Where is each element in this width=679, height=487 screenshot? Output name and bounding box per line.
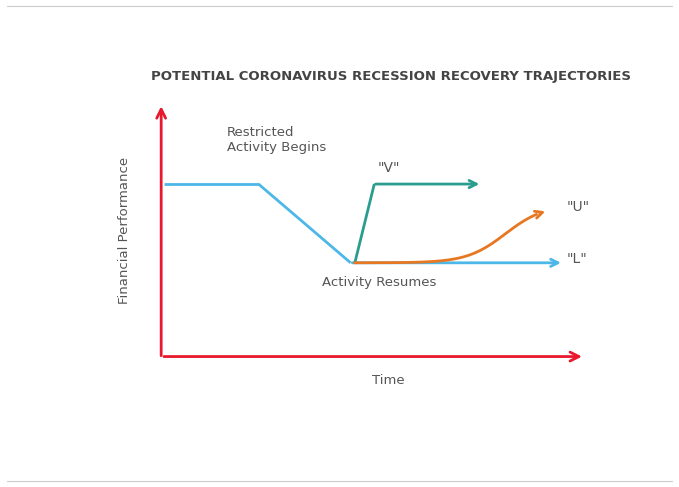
Text: POTENTIAL CORONAVIRUS RECESSION RECOVERY TRAJECTORIES: POTENTIAL CORONAVIRUS RECESSION RECOVERY… xyxy=(151,70,631,83)
Text: Financial Performance: Financial Performance xyxy=(118,156,131,303)
Text: "V": "V" xyxy=(378,161,400,175)
Text: "L": "L" xyxy=(566,252,587,266)
Text: Time: Time xyxy=(373,375,405,388)
Text: "U": "U" xyxy=(566,200,589,214)
Text: Activity Resumes: Activity Resumes xyxy=(323,276,437,289)
Text: Restricted
Activity Begins: Restricted Activity Begins xyxy=(227,126,326,154)
